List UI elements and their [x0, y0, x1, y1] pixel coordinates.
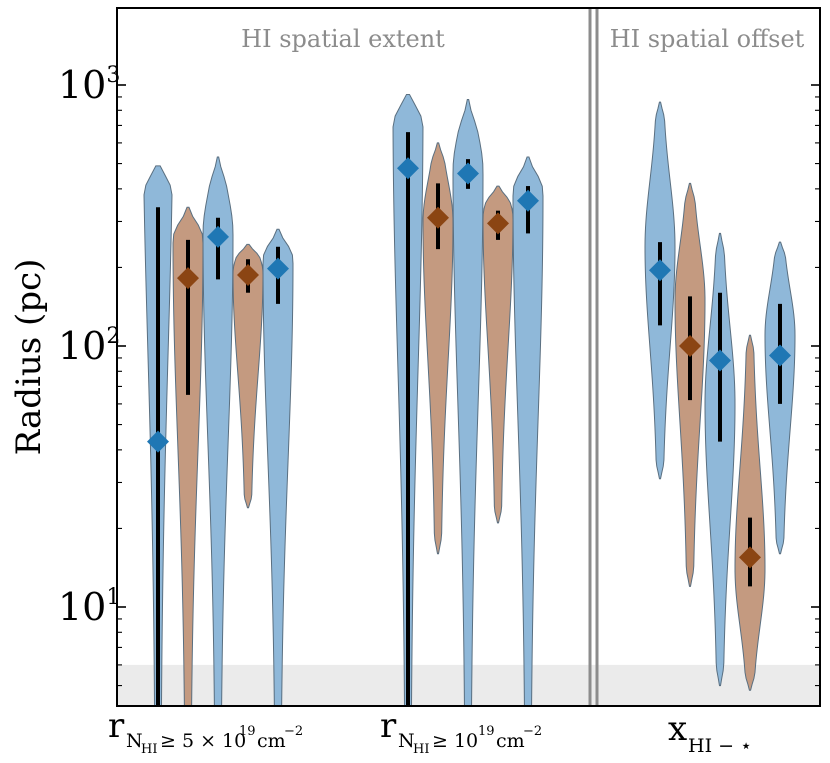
violin-body	[482, 185, 514, 524]
violin-body	[422, 142, 454, 555]
svg-text:cm: cm	[496, 730, 525, 752]
svg-text:HI: HI	[141, 742, 157, 757]
median-marker	[397, 157, 419, 180]
violins-layer	[143, 93, 796, 706]
violin-6	[392, 93, 424, 706]
violin-body	[172, 206, 204, 706]
violin-body	[734, 334, 766, 691]
median-marker	[147, 430, 169, 453]
violin-15	[764, 241, 796, 555]
panel-label-offset: HI spatial offset	[610, 25, 805, 53]
svg-text:−2: −2	[284, 724, 303, 739]
violin-1	[143, 165, 173, 706]
violin-body	[452, 98, 484, 706]
svg-text:≥ 5 × 10: ≥ 5 × 10	[160, 730, 246, 752]
violin-13	[704, 232, 736, 687]
median-marker	[267, 257, 289, 280]
violin-11	[644, 101, 676, 480]
median-marker	[709, 349, 731, 372]
svg-text:N: N	[126, 730, 143, 752]
panel-divider	[588, 8, 599, 706]
svg-text:≥ 10: ≥ 10	[432, 730, 478, 752]
svg-text:HI: HI	[413, 742, 429, 757]
plot-frame	[116, 7, 821, 707]
violin-body	[202, 156, 234, 706]
svg-text:cm: cm	[257, 730, 286, 752]
svg-text:HI − ⋆: HI − ⋆	[688, 735, 752, 757]
y-axis-label: Radius (pc)	[9, 259, 49, 456]
median-marker	[739, 546, 761, 569]
violin-7	[422, 142, 454, 555]
median-marker	[649, 259, 671, 282]
median-marker	[457, 162, 479, 185]
svg-text:r: r	[380, 706, 397, 746]
violin-10	[512, 156, 544, 706]
median-marker	[237, 264, 259, 287]
violin-9	[482, 185, 514, 524]
y-tick-labels: 101 102 103	[58, 63, 120, 629]
violin-body	[232, 243, 264, 509]
violin-3	[202, 156, 234, 706]
svg-text:19: 19	[239, 724, 256, 739]
violin-4	[232, 243, 264, 509]
category-label-r5e19: r N HI ≥ 5 × 10 19 cm −2	[108, 706, 303, 757]
median-marker	[177, 267, 199, 290]
median-marker	[207, 225, 229, 248]
y-tick-label: 103	[58, 63, 120, 107]
median-marker	[487, 212, 509, 235]
median-marker	[517, 189, 539, 212]
median-marker	[769, 344, 791, 367]
violin-body	[512, 156, 544, 706]
median-marker	[679, 335, 701, 357]
category-label-r1e19: r N HI ≥ 10 19 cm −2	[380, 706, 542, 757]
svg-text:r: r	[108, 706, 125, 746]
svg-text:19: 19	[478, 724, 495, 739]
y-axis-ticks	[117, 84, 820, 687]
svg-text:N: N	[398, 730, 415, 752]
violin-12	[674, 182, 706, 587]
y-tick-label: 102	[58, 324, 120, 368]
violin-5	[262, 228, 294, 706]
svg-text:x: x	[668, 709, 687, 749]
median-marker	[427, 206, 449, 229]
violin-body	[704, 232, 736, 687]
y-tick-label: 101	[58, 585, 120, 629]
category-label-xoff: x HI − ⋆	[668, 709, 752, 757]
svg-text:−2: −2	[523, 724, 542, 739]
violin-2	[172, 206, 204, 706]
violin-body	[262, 228, 294, 706]
panel-label-extent: HI spatial extent	[241, 25, 445, 53]
violin-14	[734, 334, 766, 691]
violin-8	[452, 98, 484, 706]
